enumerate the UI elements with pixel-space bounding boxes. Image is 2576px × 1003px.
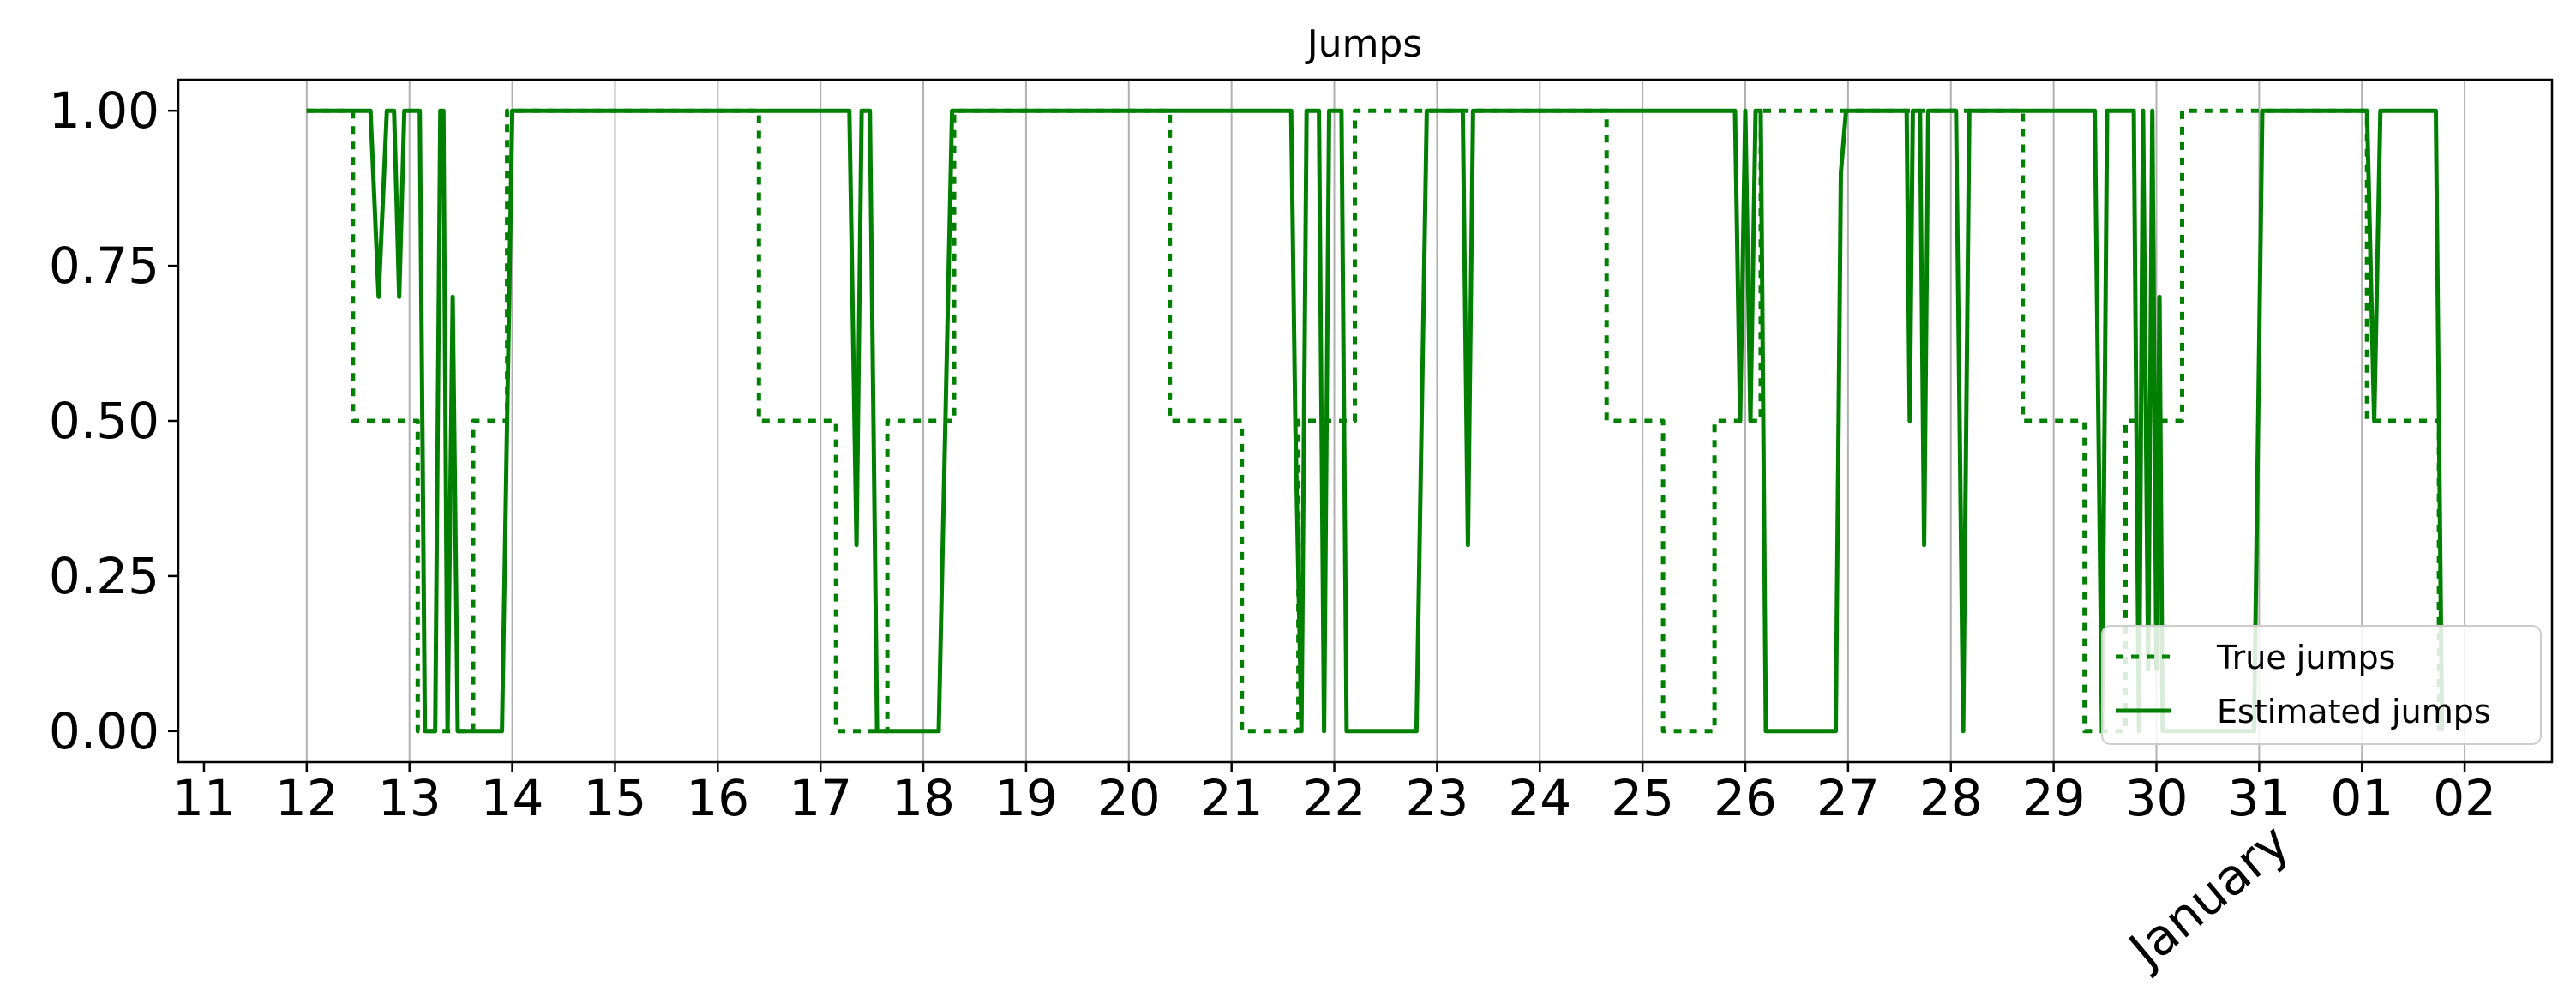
legend: True jumps Estimated jumps <box>2101 625 2542 745</box>
x-tick-label-29: 29 <box>2022 769 2086 827</box>
x-tick-label-22: 22 <box>1303 769 1366 827</box>
legend-box <box>2101 625 2542 745</box>
series-line-true-jumps <box>306 108 2441 734</box>
x-tick-label-30: 30 <box>2125 769 2189 827</box>
x-tick-label-27: 27 <box>1816 769 1880 827</box>
x-tick-label-21: 21 <box>1200 769 1264 827</box>
x-tick-label-26: 26 <box>1714 769 1777 827</box>
x-tick-label-02: 02 <box>2433 769 2496 827</box>
x-axis: 11 12 13 14 15 16 17 18 19 20 21 22 23 24 25 26 27 28 29 30… <box>172 762 2496 827</box>
y-tick-label-0.75: 0.75 <box>49 237 159 295</box>
y-tick-label-0.25: 0.25 <box>49 547 159 605</box>
x-tick-label-11: 11 <box>172 769 236 827</box>
x-tick-label-20: 20 <box>1097 769 1161 827</box>
legend-label-true-jumps: True jumps <box>2216 639 2395 676</box>
x-tick-label-18: 18 <box>892 769 955 827</box>
chart-title: Jumps <box>1305 22 1423 66</box>
series-layer <box>306 108 2445 734</box>
x-tick-label-19: 19 <box>994 769 1058 827</box>
x-tick-label-15: 15 <box>584 769 647 827</box>
y-tick-label-0.50: 0.50 <box>49 392 159 450</box>
x-tick-label-25: 25 <box>1611 769 1674 827</box>
x-tick-label-28: 28 <box>1919 769 1983 827</box>
y-tick-label-1.00: 1.00 <box>49 81 159 140</box>
x-tick-label-31: 31 <box>2227 769 2291 827</box>
x-tick-label-23: 23 <box>1406 769 1469 827</box>
x-tick-label-24: 24 <box>1508 769 1571 827</box>
legend-label-estimated-jumps: Estimated jumps <box>2217 693 2491 730</box>
x-tick-label-01: 01 <box>2330 769 2393 827</box>
x-tick-label-13: 13 <box>378 769 441 827</box>
x-tick-label-17: 17 <box>789 769 852 827</box>
series-line-estimated-jumps <box>306 108 2445 734</box>
y-axis: 0.00 0.25 0.50 0.75 1.00 <box>49 81 178 760</box>
y-tick-label-0.00: 0.00 <box>49 702 159 760</box>
x-tick-label-12: 12 <box>275 769 339 827</box>
x-tick-label-14: 14 <box>481 769 544 827</box>
x-tick-label-16: 16 <box>686 769 749 827</box>
